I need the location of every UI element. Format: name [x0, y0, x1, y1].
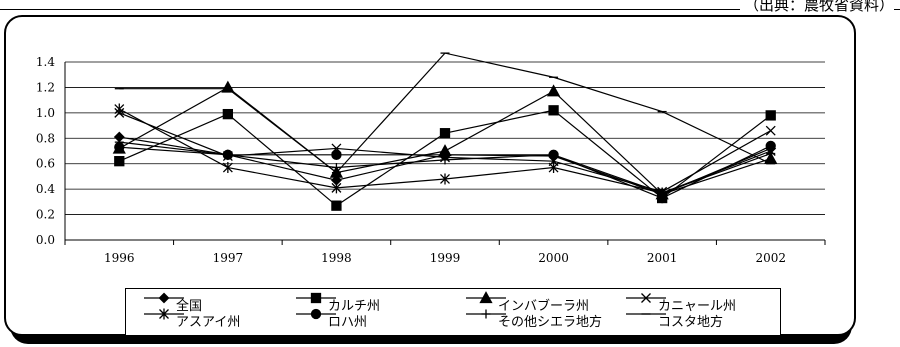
x-tick-label: 2002 [755, 251, 786, 265]
legend-label: 全国 [176, 299, 203, 314]
data-point [158, 292, 170, 304]
chart-panel [4, 15, 856, 336]
legend-label: その他シエラ地方 [498, 315, 603, 330]
x-tick-label: 1997 [213, 251, 244, 265]
data-point [331, 149, 342, 160]
data-point [114, 103, 125, 115]
y-tick-label: 0.0 [36, 233, 55, 247]
data-point [331, 163, 341, 173]
y-tick-label: 1.4 [36, 55, 55, 69]
data-point [310, 292, 322, 304]
y-tick-labels: 0.0 0.2 0.4 0.6 0.8 1.0 1.2 1.4 [36, 55, 55, 247]
x-tick-label: 2000 [538, 251, 569, 265]
data-point [114, 137, 124, 147]
legend-label: カニャール州 [658, 299, 737, 314]
series-lines [112, 52, 778, 211]
x-tick-label: 1998 [321, 251, 352, 265]
x-tick-label: 1999 [430, 251, 461, 265]
legend-swatch [466, 291, 506, 304]
data-point [481, 309, 491, 319]
y-tick-label: 1.0 [36, 106, 55, 120]
legend-label: ロハ州 [328, 315, 368, 330]
data-point [479, 291, 493, 304]
legend-label: インバブーラ州 [498, 299, 590, 314]
data-point [766, 149, 776, 159]
data-point [546, 84, 561, 97]
y-tick-label: 0.4 [36, 182, 55, 196]
data-point [222, 108, 234, 120]
legend: 全国 カルチ州 インバブーラ州 カニャール州アスアイ州 ロハ州 その他シエラ地方 コスタ地方 [125, 288, 781, 336]
legend-label: コスタ地方 [658, 315, 724, 330]
data-point [548, 162, 559, 174]
data-point [439, 128, 451, 139]
axes [64, 62, 826, 245]
data-point [765, 125, 776, 136]
legend-swatch [296, 308, 336, 320]
data-point [440, 173, 450, 185]
x-tick-label: 2001 [647, 251, 678, 265]
legend-swatch [144, 308, 184, 320]
data-point [331, 200, 342, 211]
data-point [548, 105, 559, 116]
legend-swatch [466, 309, 506, 319]
y-tick-label: 1.2 [36, 80, 55, 94]
data-point [440, 155, 450, 165]
data-point [641, 293, 651, 303]
data-point [223, 150, 233, 160]
series-dash [114, 52, 776, 174]
legend-label: アスアイ州 [176, 315, 241, 330]
data-point [765, 110, 776, 121]
legend-label: カルチ州 [328, 299, 381, 314]
data-point [159, 308, 169, 320]
y-tick-label: 0.8 [36, 131, 55, 145]
data-point [310, 308, 322, 320]
data-point [114, 156, 125, 167]
series-plus [114, 137, 776, 198]
y-tick-label: 0.2 [36, 208, 55, 222]
legend-swatch [626, 293, 666, 303]
source-note: （出典：農牧省資料） [739, 0, 894, 15]
top-rule [0, 9, 900, 10]
x-tick-label: 1996 [104, 251, 135, 265]
data-point [549, 150, 559, 160]
y-tick-label: 0.6 [36, 157, 55, 171]
data-point [221, 80, 235, 93]
x-tick-labels: 1996 1997 1998 1999 2000 2001 2002 [104, 251, 786, 265]
legend-swatch [296, 292, 336, 304]
data-point [657, 188, 667, 198]
data-point [331, 182, 342, 194]
legend-swatch [144, 292, 184, 304]
data-point [222, 162, 233, 174]
